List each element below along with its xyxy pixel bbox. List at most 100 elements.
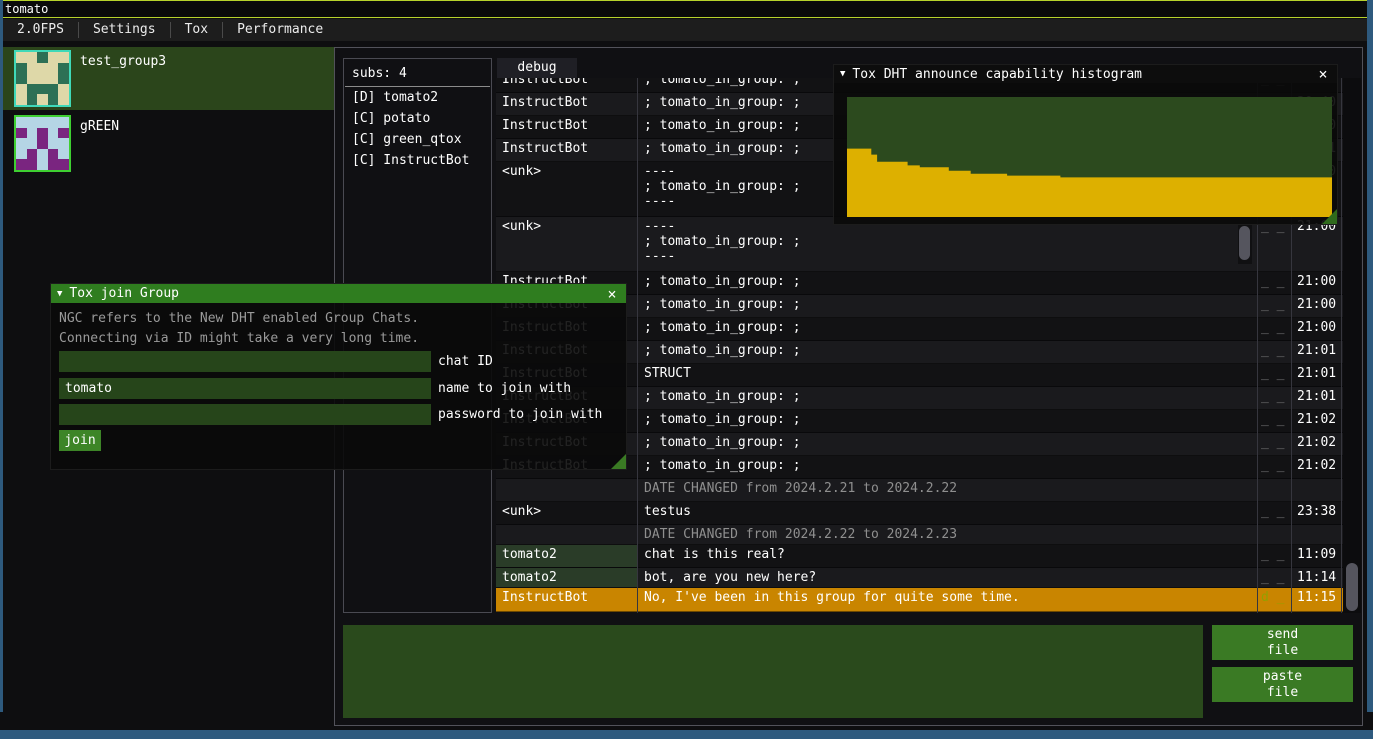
message-status-flags: _ _ — [1261, 547, 1285, 562]
avatar-pixel — [26, 73, 38, 84]
resize-grip[interactable] — [611, 454, 626, 469]
message-status-flags: _ _ — [1261, 219, 1285, 234]
send-file-button[interactable]: send file — [1212, 625, 1353, 660]
chat-id-field[interactable] — [59, 351, 431, 372]
date-separator-row[interactable]: DATE CHANGED from 2024.2.22 to 2024.2.23 — [496, 525, 1343, 545]
member-item[interactable]: [C] potato — [352, 111, 431, 126]
close-icon[interactable]: × — [1318, 65, 1328, 83]
window-edge-left — [0, 0, 3, 712]
avatar-pixel — [37, 127, 48, 139]
password-label: password to join with — [438, 407, 603, 422]
avatar-pixel — [58, 62, 69, 74]
message-text: testus — [644, 504, 691, 519]
avatar-pixel — [58, 159, 69, 170]
resize-grip[interactable] — [1322, 209, 1337, 224]
member-item[interactable]: [D] tomato2 — [352, 90, 439, 105]
message-sender: InstructBot — [502, 590, 589, 605]
histogram-title-bar[interactable]: ▼ Tox DHT announce capability histogram … — [834, 65, 1337, 83]
avatar-pixel — [58, 127, 69, 139]
message-sender: InstructBot — [502, 141, 589, 156]
avatar-pixel — [16, 62, 27, 74]
paste-file-button[interactable]: paste file — [1212, 667, 1353, 702]
group-avatar — [14, 115, 71, 172]
chat-message-row[interactable]: InstructBot No, I've been in this group f… — [496, 588, 1343, 612]
avatar-pixel — [26, 138, 38, 149]
inner-scrollbar-thumb[interactable] — [1239, 226, 1250, 260]
join-note-1: NGC refers to the New DHT enabled Group … — [59, 311, 420, 326]
avatar-pixel — [58, 117, 69, 128]
inner-scrollbar-track[interactable] — [1238, 224, 1252, 264]
chat-message-row[interactable]: InstructBot; tomato_in_group: ;_ _21:00 — [496, 272, 1343, 295]
chat-message-row[interactable]: tomato2 bot, are you new here? _ _ 11:14 — [496, 568, 1343, 588]
log-scrollbar-thumb[interactable] — [1346, 563, 1358, 611]
message-sender: InstructBot — [502, 95, 589, 110]
message-status-flags: _ _ — [1261, 458, 1285, 473]
menu-item-2.0fps[interactable]: 2.0FPS — [17, 22, 64, 37]
avatar-pixel — [16, 138, 27, 149]
message-sender — [496, 525, 637, 544]
name-field[interactable] — [59, 378, 431, 399]
message-sender: <unk> — [502, 164, 542, 179]
message-timestamp: 11:14 — [1297, 570, 1337, 585]
member-item[interactable]: [C] InstructBot — [352, 153, 470, 168]
column-divider — [637, 70, 638, 613]
message-input[interactable] — [343, 625, 1203, 718]
message-timestamp: 21:02 — [1297, 412, 1337, 427]
avatar-pixel — [16, 127, 27, 139]
close-icon[interactable]: × — [607, 284, 617, 303]
message-text: ; tomato_in_group: ; — [644, 118, 801, 133]
date-separator-row[interactable]: DATE CHANGED from 2024.2.21 to 2024.2.22 — [496, 479, 1343, 502]
member-item[interactable]: [C] green_qtox — [352, 132, 462, 147]
avatar-pixel — [37, 159, 48, 170]
message-timestamp — [1291, 479, 1341, 501]
avatar-pixel — [16, 117, 27, 128]
separator — [345, 86, 490, 87]
message-text: ; tomato_in_group: ; — [644, 297, 801, 312]
avatar-pixel — [47, 83, 59, 95]
menu-item-performance[interactable]: Performance — [237, 22, 324, 37]
avatar-pixel — [37, 94, 48, 105]
message-status-flags: _ _ — [1261, 504, 1285, 519]
window-edge-right — [1367, 0, 1373, 712]
avatar-pixel — [58, 138, 69, 149]
avatar-pixel — [47, 94, 59, 105]
avatar-pixel — [47, 62, 59, 74]
avatar-pixel — [58, 83, 69, 95]
message-status-flags: _ _ — [1261, 366, 1285, 381]
message-text: No, I've been in this group for quite so… — [644, 590, 1020, 605]
message-status-flags: _ _ — [1261, 570, 1285, 585]
avatar-pixel — [16, 52, 27, 63]
menu-separator — [222, 22, 224, 38]
log-scrollbar-track[interactable] — [1343, 70, 1361, 613]
os-title-bar[interactable]: tomato — [0, 0, 1373, 18]
chat-message-row[interactable]: <unk> testus _ _ 23:38 — [496, 502, 1343, 525]
avatar-pixel — [47, 127, 59, 139]
message-status-flags — [1257, 479, 1291, 501]
message-timestamp: 21:00 — [1297, 297, 1337, 312]
message-timestamp: 21:02 — [1297, 458, 1337, 473]
password-field[interactable] — [59, 404, 431, 425]
join-button[interactable]: join — [59, 430, 101, 451]
menu-item-tox[interactable]: Tox — [184, 22, 209, 37]
collapse-arrow-icon[interactable]: ▼ — [840, 69, 846, 79]
chat-message-row[interactable]: tomato2 chat is this real? _ _ 11:09 — [496, 545, 1343, 568]
group-name: test_group3 — [80, 54, 167, 69]
message-text: chat is this real? — [644, 547, 785, 562]
message-timestamp: 21:02 — [1297, 435, 1337, 450]
group-item-test_group3[interactable]: test_group3 — [3, 47, 334, 110]
menu-item-settings[interactable]: Settings — [92, 22, 156, 37]
join-group-window: ▼ Tox join Group × NGC refers to the New… — [50, 283, 627, 470]
group-item-gREEN[interactable]: gREEN — [3, 112, 334, 175]
message-timestamp: 21:01 — [1297, 389, 1337, 404]
histogram-area — [847, 148, 1332, 217]
message-text: ; tomato_in_group: ; — [644, 412, 801, 427]
tab-debug[interactable]: debug — [497, 58, 577, 78]
message-text: ; tomato_in_group: ; — [644, 458, 801, 473]
join-note-2: Connecting via ID might take a very long… — [59, 331, 420, 346]
message-text: bot, are you new here? — [644, 570, 817, 585]
chat-message-row[interactable]: <unk> ---- ; tomato_in_group: ; ---- _ _ 21… — [496, 217, 1343, 272]
message-sender: <unk> — [502, 504, 542, 519]
join-window-title-bar[interactable]: ▼ Tox join Group × — [51, 284, 626, 303]
collapse-arrow-icon[interactable]: ▼ — [57, 288, 63, 299]
